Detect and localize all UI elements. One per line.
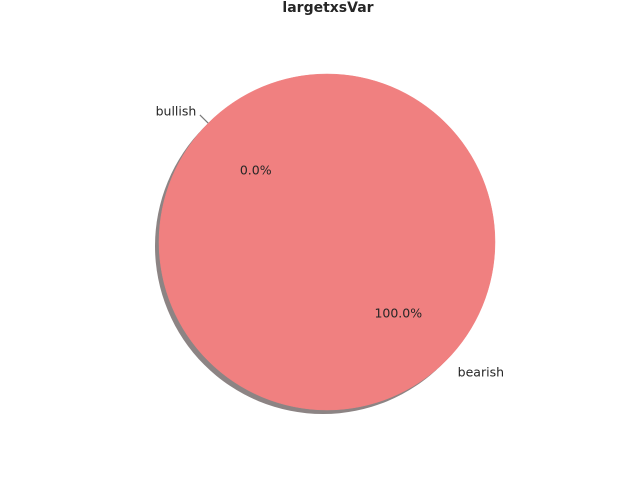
- percent-label-bullish: 0.0%: [240, 163, 272, 178]
- pie-slice-bullish: [199, 114, 209, 124]
- slice-label-bearish: bearish: [458, 365, 504, 380]
- percent-label-bearish: 100.0%: [374, 305, 422, 320]
- slice-label-bullish: bullish: [156, 103, 197, 118]
- chart-title: largetxsVar: [282, 0, 373, 16]
- pie-slice-bearish: [158, 73, 496, 411]
- pie-layer: bullish 0.0% bearish 100.0%: [155, 73, 504, 414]
